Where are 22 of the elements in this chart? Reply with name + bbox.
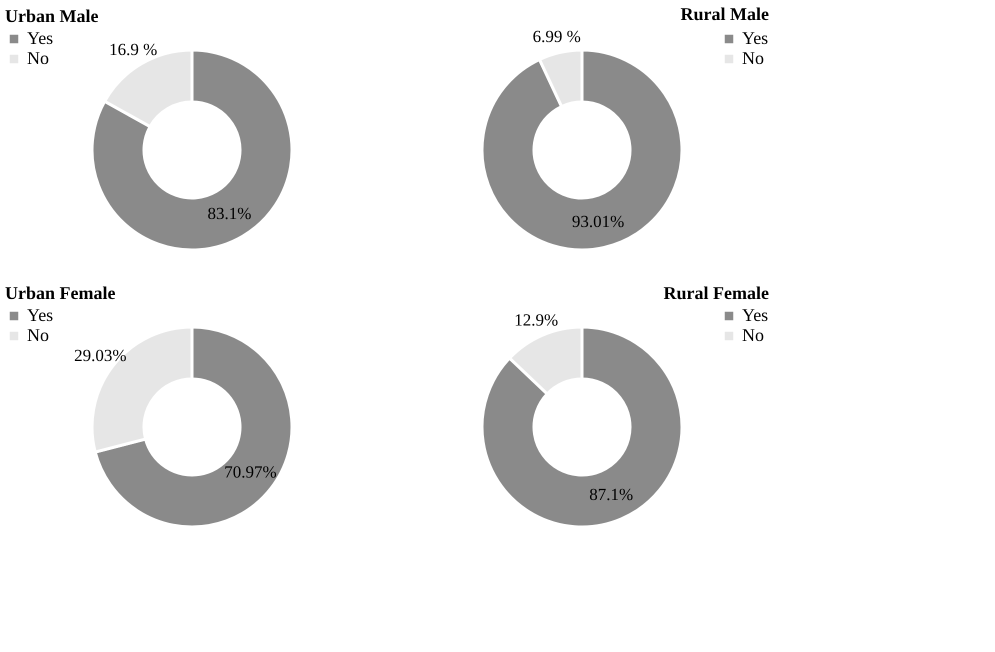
data-label: 70.97% [224,462,277,482]
legend-label: No [742,325,764,345]
data-label: 16.9 % [109,40,158,59]
chart-title: Urban Female [5,283,116,303]
legend-label: No [742,48,764,68]
data-label: 87.1% [589,485,634,504]
donut-slice [480,326,684,528]
legend-label: Yes [27,28,54,48]
legend-label: No [27,325,49,345]
donut-slice [480,48,684,252]
legend-label: Yes [742,28,768,48]
legend-label: No [27,48,49,68]
legend-label: Yes [742,305,768,325]
data-label: 29.03% [74,346,126,365]
legend-label: Yes [27,305,54,325]
chart-title: Rural Male [680,4,770,24]
data-label: 83.1% [208,204,252,223]
chart-title: Rural Female [664,283,770,303]
data-label: 93.01% [572,212,624,232]
data-label: 12.9% [514,310,558,330]
chart-title: Urban Male [5,6,98,26]
data-label: 6.99 % [532,26,581,46]
